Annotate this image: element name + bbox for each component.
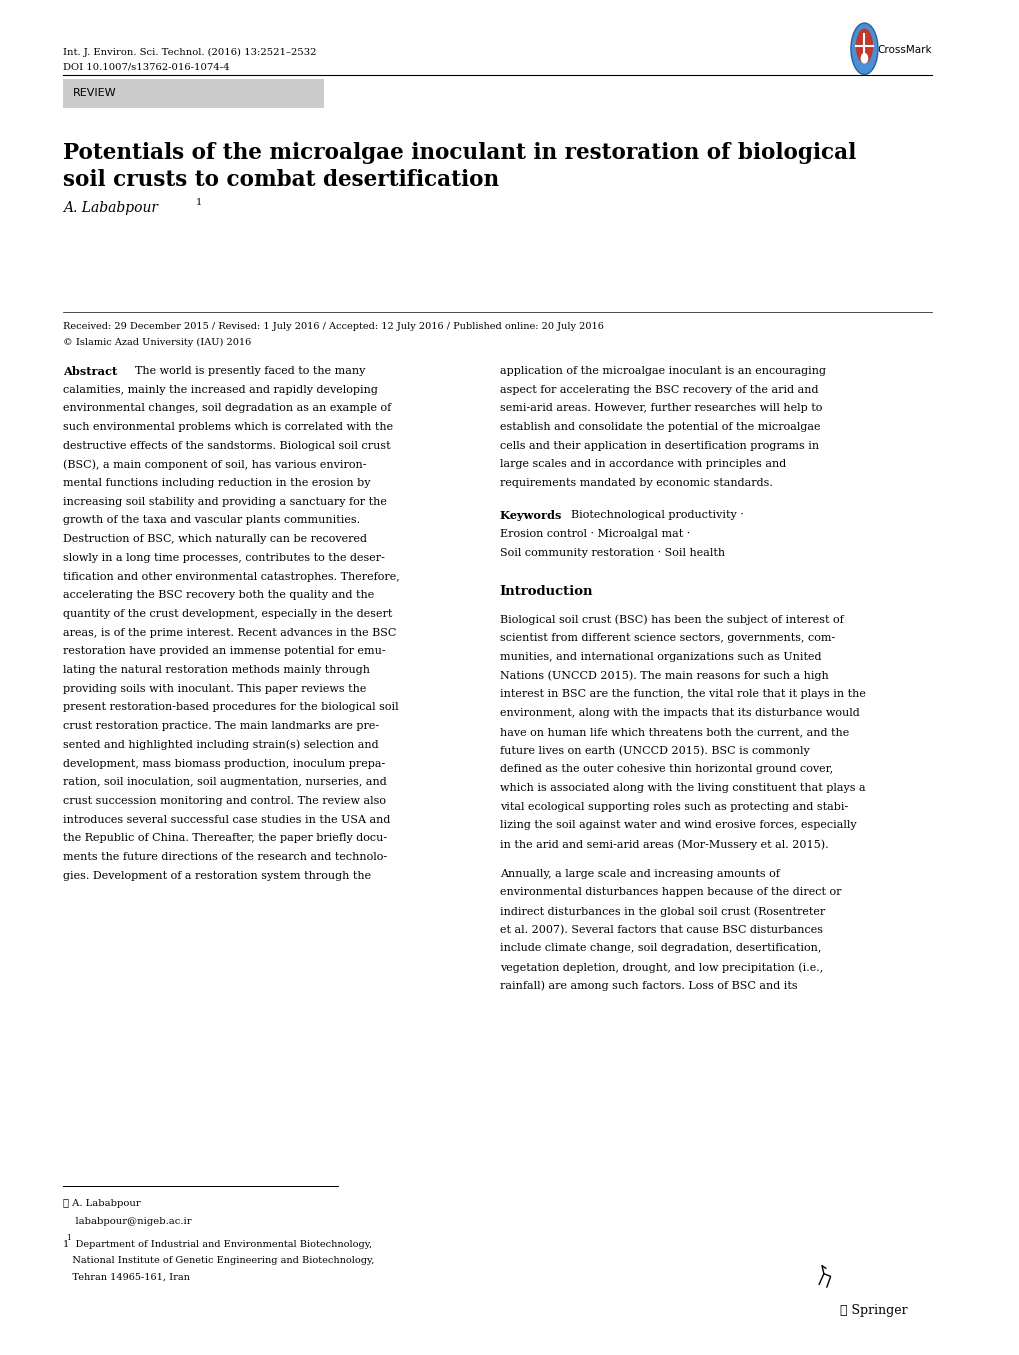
- Text: 1: 1: [65, 1234, 70, 1243]
- Text: future lives on earth (UNCCD 2015). BSC is commonly: future lives on earth (UNCCD 2015). BSC …: [499, 745, 809, 756]
- Text: munities, and international organizations such as United: munities, and international organization…: [499, 652, 820, 663]
- Text: scientist from different science sectors, governments, com-: scientist from different science sectors…: [499, 633, 835, 644]
- Text: areas, is of the prime interest. Recent advances in the BSC: areas, is of the prime interest. Recent …: [63, 627, 395, 638]
- Text: The world is presently faced to the many: The world is presently faced to the many: [136, 366, 365, 375]
- Text: (BSC), a main component of soil, has various environ-: (BSC), a main component of soil, has var…: [63, 459, 366, 470]
- Text: calamities, mainly the increased and rapidly developing: calamities, mainly the increased and rap…: [63, 385, 377, 394]
- Text: lizing the soil against water and wind erosive forces, especially: lizing the soil against water and wind e…: [499, 820, 856, 831]
- Text: such environmental problems which is correlated with the: such environmental problems which is cor…: [63, 421, 392, 432]
- Text: vegetation depletion, drought, and low precipitation (i.e.,: vegetation depletion, drought, and low p…: [499, 962, 822, 973]
- Text: lating the natural restoration methods mainly through: lating the natural restoration methods m…: [63, 665, 370, 675]
- Text: rainfall) are among such factors. Loss of BSC and its: rainfall) are among such factors. Loss o…: [499, 981, 797, 992]
- Text: Erosion control · Microalgal mat ·: Erosion control · Microalgal mat ·: [499, 528, 690, 539]
- Text: slowly in a long time processes, contributes to the deser-: slowly in a long time processes, contrib…: [63, 553, 384, 562]
- Text: restoration have provided an immense potential for emu-: restoration have provided an immense pot…: [63, 646, 385, 656]
- Text: interest in BSC are the function, the vital role that it plays in the: interest in BSC are the function, the vi…: [499, 690, 865, 699]
- Text: quantity of the crust development, especially in the desert: quantity of the crust development, espec…: [63, 608, 391, 619]
- Text: present restoration-based procedures for the biological soil: present restoration-based procedures for…: [63, 702, 398, 713]
- Text: environmental changes, soil degradation as an example of: environmental changes, soil degradation …: [63, 404, 390, 413]
- Text: have on human life which threatens both the current, and the: have on human life which threatens both …: [499, 726, 848, 737]
- Text: ments the future directions of the research and technolo-: ments the future directions of the resea…: [63, 852, 386, 862]
- Text: Annually, a large scale and increasing amounts of: Annually, a large scale and increasing a…: [499, 869, 779, 878]
- Text: Introduction: Introduction: [499, 585, 593, 598]
- Text: Keywords: Keywords: [499, 511, 565, 522]
- Text: accelerating the BSC recovery both the quality and the: accelerating the BSC recovery both the q…: [63, 591, 374, 600]
- Text: Biological soil crust (BSC) has been the subject of interest of: Biological soil crust (BSC) has been the…: [499, 615, 843, 625]
- Text: Biotechnological productivity ·: Biotechnological productivity ·: [571, 511, 743, 520]
- Text: soil crusts to combat desertification: soil crusts to combat desertification: [63, 169, 498, 191]
- Text: © Islamic Azad University (IAU) 2016: © Islamic Azad University (IAU) 2016: [63, 337, 251, 347]
- Text: Soil community restoration · Soil health: Soil community restoration · Soil health: [499, 547, 725, 558]
- Text: large scales and in accordance with principles and: large scales and in accordance with prin…: [499, 459, 786, 469]
- Text: A. Lababpour: A. Lababpour: [63, 201, 158, 214]
- Text: Received: 29 December 2015 / Revised: 1 July 2016 / Accepted: 12 July 2016 / Pub: Received: 29 December 2015 / Revised: 1 …: [63, 322, 603, 332]
- Text: lababpour@nigeb.ac.ir: lababpour@nigeb.ac.ir: [63, 1217, 192, 1226]
- Text: REVIEW: REVIEW: [72, 88, 116, 99]
- Text: Potentials of the microalgae inoculant in restoration of biological: Potentials of the microalgae inoculant i…: [63, 142, 855, 164]
- Text: defined as the outer cohesive thin horizontal ground cover,: defined as the outer cohesive thin horiz…: [499, 764, 833, 774]
- Text: destructive effects of the sandstorms. Biological soil crust: destructive effects of the sandstorms. B…: [63, 440, 390, 451]
- Text: vital ecological supporting roles such as protecting and stabi-: vital ecological supporting roles such a…: [499, 802, 847, 812]
- Text: ✉ A. Lababpour: ✉ A. Lababpour: [63, 1199, 141, 1209]
- Text: which is associated along with the living constituent that plays a: which is associated along with the livin…: [499, 783, 864, 793]
- Text: CrossMark: CrossMark: [876, 45, 930, 56]
- Text: cells and their application in desertification programs in: cells and their application in desertifi…: [499, 440, 818, 451]
- Text: requirements mandated by economic standards.: requirements mandated by economic standa…: [499, 478, 772, 488]
- Text: Int. J. Environ. Sci. Technol. (2016) 13:2521–2532: Int. J. Environ. Sci. Technol. (2016) 13…: [63, 47, 316, 57]
- Text: et al. 2007). Several factors that cause BSC disturbances: et al. 2007). Several factors that cause…: [499, 924, 822, 935]
- Text: providing soils with inoculant. This paper reviews the: providing soils with inoculant. This pap…: [63, 684, 366, 694]
- Circle shape: [860, 53, 867, 64]
- Text: in the arid and semi-arid areas (Mor-Mussery et al. 2015).: in the arid and semi-arid areas (Mor-Mus…: [499, 839, 827, 850]
- Text: increasing soil stability and providing a sanctuary for the: increasing soil stability and providing …: [63, 497, 386, 507]
- Text: establish and consolidate the potential of the microalgae: establish and consolidate the potential …: [499, 421, 819, 432]
- Text: indirect disturbances in the global soil crust (Rosentreter: indirect disturbances in the global soil…: [499, 906, 824, 916]
- Text: 1  Department of Industrial and Environmental Biotechnology,: 1 Department of Industrial and Environme…: [63, 1240, 372, 1249]
- Text: application of the microalgae inoculant is an encouraging: application of the microalgae inoculant …: [499, 366, 825, 375]
- Text: environmental disturbances happen because of the direct or: environmental disturbances happen becaus…: [499, 888, 841, 897]
- Text: growth of the taxa and vascular plants communities.: growth of the taxa and vascular plants c…: [63, 515, 360, 526]
- Ellipse shape: [850, 23, 877, 75]
- Text: Tehran 14965-161, Iran: Tehran 14965-161, Iran: [63, 1272, 190, 1282]
- Text: semi-arid areas. However, further researches will help to: semi-arid areas. However, further resear…: [499, 404, 821, 413]
- Text: development, mass biomass production, inoculum prepa-: development, mass biomass production, in…: [63, 759, 384, 768]
- Text: DOI 10.1007/s13762-016-1074-4: DOI 10.1007/s13762-016-1074-4: [63, 62, 229, 72]
- Text: aspect for accelerating the BSC recovery of the arid and: aspect for accelerating the BSC recovery…: [499, 385, 817, 394]
- Text: crust succession monitoring and control. The review also: crust succession monitoring and control.…: [63, 795, 385, 806]
- Text: Abstract: Abstract: [63, 366, 121, 377]
- Text: ℓ Springer: ℓ Springer: [840, 1304, 907, 1317]
- Text: Destruction of BSC, which naturally can be recovered: Destruction of BSC, which naturally can …: [63, 534, 367, 545]
- Ellipse shape: [855, 28, 872, 64]
- Text: sented and highlighted including strain(s) selection and: sented and highlighted including strain(…: [63, 740, 378, 751]
- Text: include climate change, soil degradation, desertification,: include climate change, soil degradation…: [499, 943, 820, 954]
- FancyBboxPatch shape: [63, 79, 323, 108]
- Text: introduces several successful case studies in the USA and: introduces several successful case studi…: [63, 814, 390, 825]
- Text: tification and other environmental catastrophes. Therefore,: tification and other environmental catas…: [63, 572, 399, 581]
- Text: Nations (UNCCD 2015). The main reasons for such a high: Nations (UNCCD 2015). The main reasons f…: [499, 671, 827, 682]
- Text: mental functions including reduction in the erosion by: mental functions including reduction in …: [63, 478, 370, 488]
- Text: ration, soil inoculation, soil augmentation, nurseries, and: ration, soil inoculation, soil augmentat…: [63, 778, 386, 787]
- Text: National Institute of Genetic Engineering and Biotechnology,: National Institute of Genetic Engineerin…: [63, 1256, 374, 1266]
- Text: 1: 1: [196, 198, 202, 207]
- Text: gies. Development of a restoration system through the: gies. Development of a restoration syste…: [63, 871, 371, 881]
- Text: the Republic of China. Thereafter, the paper briefly docu-: the Republic of China. Thereafter, the p…: [63, 833, 386, 843]
- Text: environment, along with the impacts that its disturbance would: environment, along with the impacts that…: [499, 709, 859, 718]
- Text: crust restoration practice. The main landmarks are pre-: crust restoration practice. The main lan…: [63, 721, 378, 732]
